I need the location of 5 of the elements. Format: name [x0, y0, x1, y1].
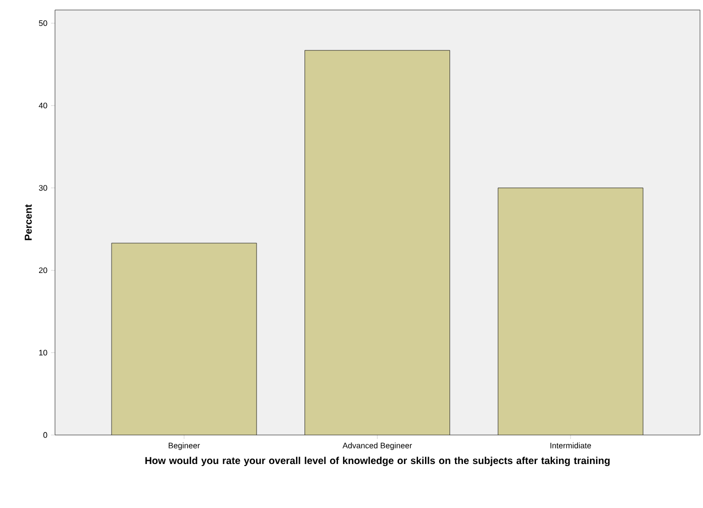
bar — [304, 50, 450, 435]
y-axis-title: Percent — [24, 204, 32, 240]
bar — [112, 243, 257, 435]
bar — [498, 188, 644, 435]
x-axis-title: How would you rate your overall level of knowledge or skills on the subjects after taking training — [145, 456, 610, 466]
